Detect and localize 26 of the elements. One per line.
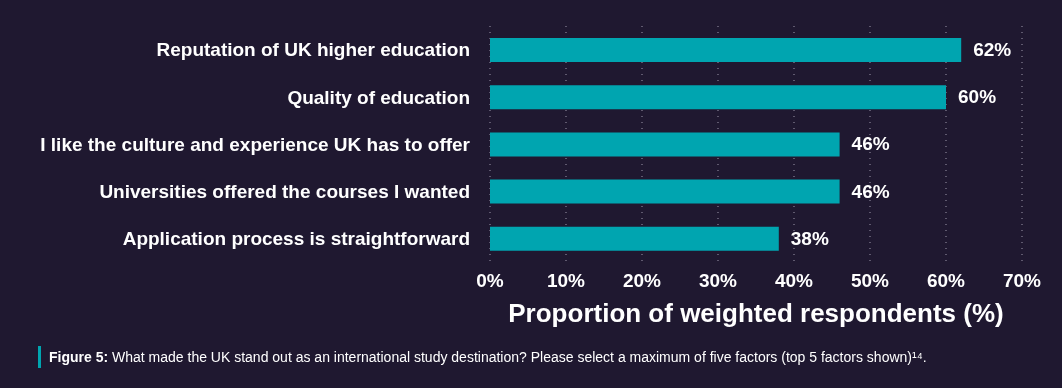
y-tick-label: Application process is straightforward (122, 228, 470, 250)
y-tick-label: Universities offered the courses I wanted (99, 180, 470, 202)
bar (490, 226, 779, 251)
bar (490, 38, 962, 62)
text: What made the UK stand out as an international study destination? Please select a maximum of five factors (top 5 factors shown)¹⁴. (112, 349, 927, 365)
x-tick-label: 10% (546, 270, 586, 292)
x-tick-label: 70% (1002, 270, 1042, 292)
data-label: 38% (790, 227, 829, 249)
y-tick-label: I like the culture and experience UK has to offer (40, 133, 471, 155)
x-tick-label: 50% (850, 270, 890, 292)
caption: Figure 5: (49, 349, 110, 365)
x-tick-label: 40% (774, 270, 814, 292)
data-label: 62% (973, 39, 1012, 61)
data-label: 46% (851, 133, 890, 155)
x-tick-label: 20% (622, 270, 662, 292)
y-tick-label: Reputation of UK higher education (156, 39, 470, 61)
x-tick-label: 0% (476, 270, 504, 292)
data-label: 46% (851, 180, 890, 202)
y-tick-label: Quality of education (287, 86, 470, 108)
data-label: 60% (958, 86, 997, 108)
bar (490, 85, 946, 110)
x-tick-label: 30% (698, 270, 738, 292)
x-axis-title: Proportion of weighted respondents (%) (508, 298, 1004, 328)
bar (490, 132, 840, 157)
x-tick-label: 60% (926, 270, 966, 292)
bar (490, 179, 840, 204)
